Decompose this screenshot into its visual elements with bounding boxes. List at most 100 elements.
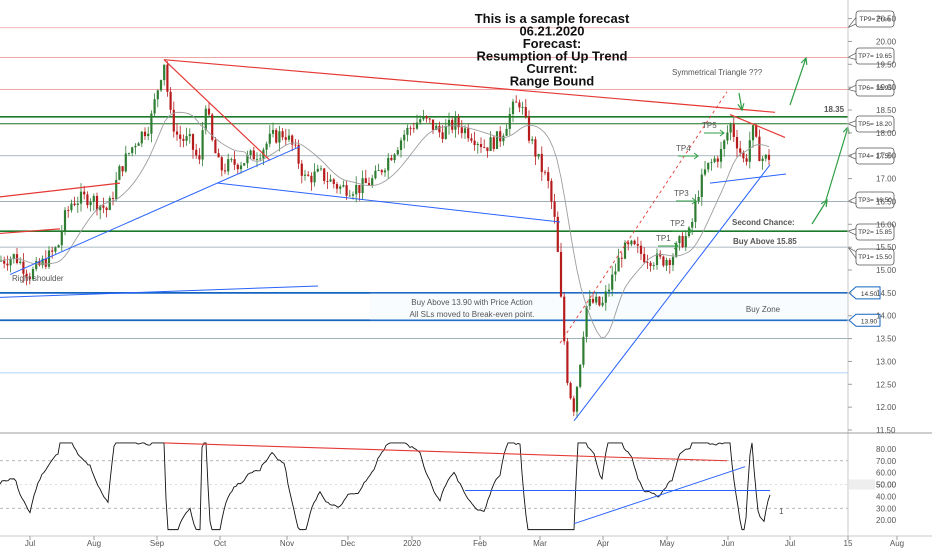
forecast-title-line: Forecast: [523,36,582,51]
tp-callout-box [855,47,895,65]
tp-marker-label: TP1 [656,234,671,243]
candle-body [22,261,25,274]
candle-body [313,171,316,183]
candle-body [761,158,764,162]
time-tick-label: Feb [473,539,487,548]
candle-body [729,124,732,133]
candle-body [367,183,371,186]
tp-marker-arrow-head [693,152,699,160]
forecast-title-line: Range Bound [510,74,595,89]
candle-body [223,170,227,172]
time-tick-label: Nov [280,539,294,548]
tp-marker-label: TP4 [676,144,691,153]
candle-body [588,298,591,307]
tp-callout-label: TP1= 15.50 [858,254,892,261]
tp-callout-label: TP5= 18.20 [858,121,892,128]
price-tick-label: 17.00 [876,175,897,184]
candle-body [351,194,355,196]
candle-body [35,261,38,270]
candle-body [463,128,467,134]
candle-body [220,157,223,171]
buy-above-1390-label: Buy Above 13.90 with Price Action [411,298,532,307]
candle-body [246,154,249,164]
candle-body [492,137,495,149]
candle-body [479,144,483,148]
candle-body [281,131,284,138]
candle-body [127,153,131,154]
candle-body [649,262,652,266]
candle-body [265,143,268,150]
blue-support-trendline [9,146,301,276]
red-steep-trendline [163,59,271,161]
candle-body [54,247,57,252]
time-tick-label: Jul [785,539,795,548]
second-chance-arrow-down [811,199,828,225]
candle-body [390,157,393,161]
tp-marker-arrow-head [719,129,725,137]
candle-body [287,135,291,140]
candle-body [495,131,499,149]
forecast-arrow-up [789,57,807,106]
candle-body [371,178,374,186]
candle-body [499,131,502,142]
candle-body [121,166,124,172]
candle-body [521,107,524,108]
candle-body [172,109,175,132]
time-tick-label: May [659,539,674,548]
price-tick-label: 18.50 [876,106,897,115]
candle-body [95,195,99,211]
candle-body [540,153,543,172]
candle-body [569,383,572,399]
candle-body [700,174,703,198]
candle-body [399,140,403,151]
candle-body [195,149,198,156]
forecast-title-line: Resumption of Up Trend [477,49,628,64]
candle-body [227,159,230,172]
triangle-lower-line [709,173,787,184]
price-tick-label: 14.00 [876,312,897,321]
candle-body [153,99,156,114]
candle-body [697,197,700,202]
candle-body [67,210,70,211]
candle-body [60,231,63,246]
candle-body [534,139,537,157]
candle-body [735,136,739,149]
moving-average-line [0,111,770,338]
candle-body [739,148,742,153]
candle-body [444,126,447,140]
level-lines [0,116,848,322]
candle-body [457,117,460,128]
candle-body [86,194,89,206]
candle-body [345,185,348,196]
candle-body [511,101,515,115]
candle-body [751,125,755,141]
candle-body [3,260,6,264]
candle-body [214,139,217,154]
candle-body [124,153,127,172]
candle-body [236,164,239,170]
candle-body [633,240,636,245]
candle-body [166,64,169,92]
candle-body [614,271,617,275]
candle-body [387,157,390,171]
candle-body [243,163,246,166]
candle-body [380,170,383,173]
triangle-pointer-arrow-head [737,103,745,112]
rsi-tick-label: 20.00 [876,516,897,525]
candle-body [582,336,585,365]
candle-body [6,263,9,266]
candle-body [12,254,15,260]
tp-marker-label: TP3 [674,189,689,198]
tp-marker-arrow-head [691,197,697,205]
candle-body [268,133,271,144]
candle-body [207,108,211,115]
candle-body [742,152,745,159]
candle-body [607,289,611,292]
candle-body [383,170,387,173]
sls-moved-label: All SLs moved to Break-even point. [410,310,535,319]
candle-body [310,175,313,183]
candle-body [524,107,527,117]
candle-body [307,174,310,176]
candle-body [591,298,595,303]
